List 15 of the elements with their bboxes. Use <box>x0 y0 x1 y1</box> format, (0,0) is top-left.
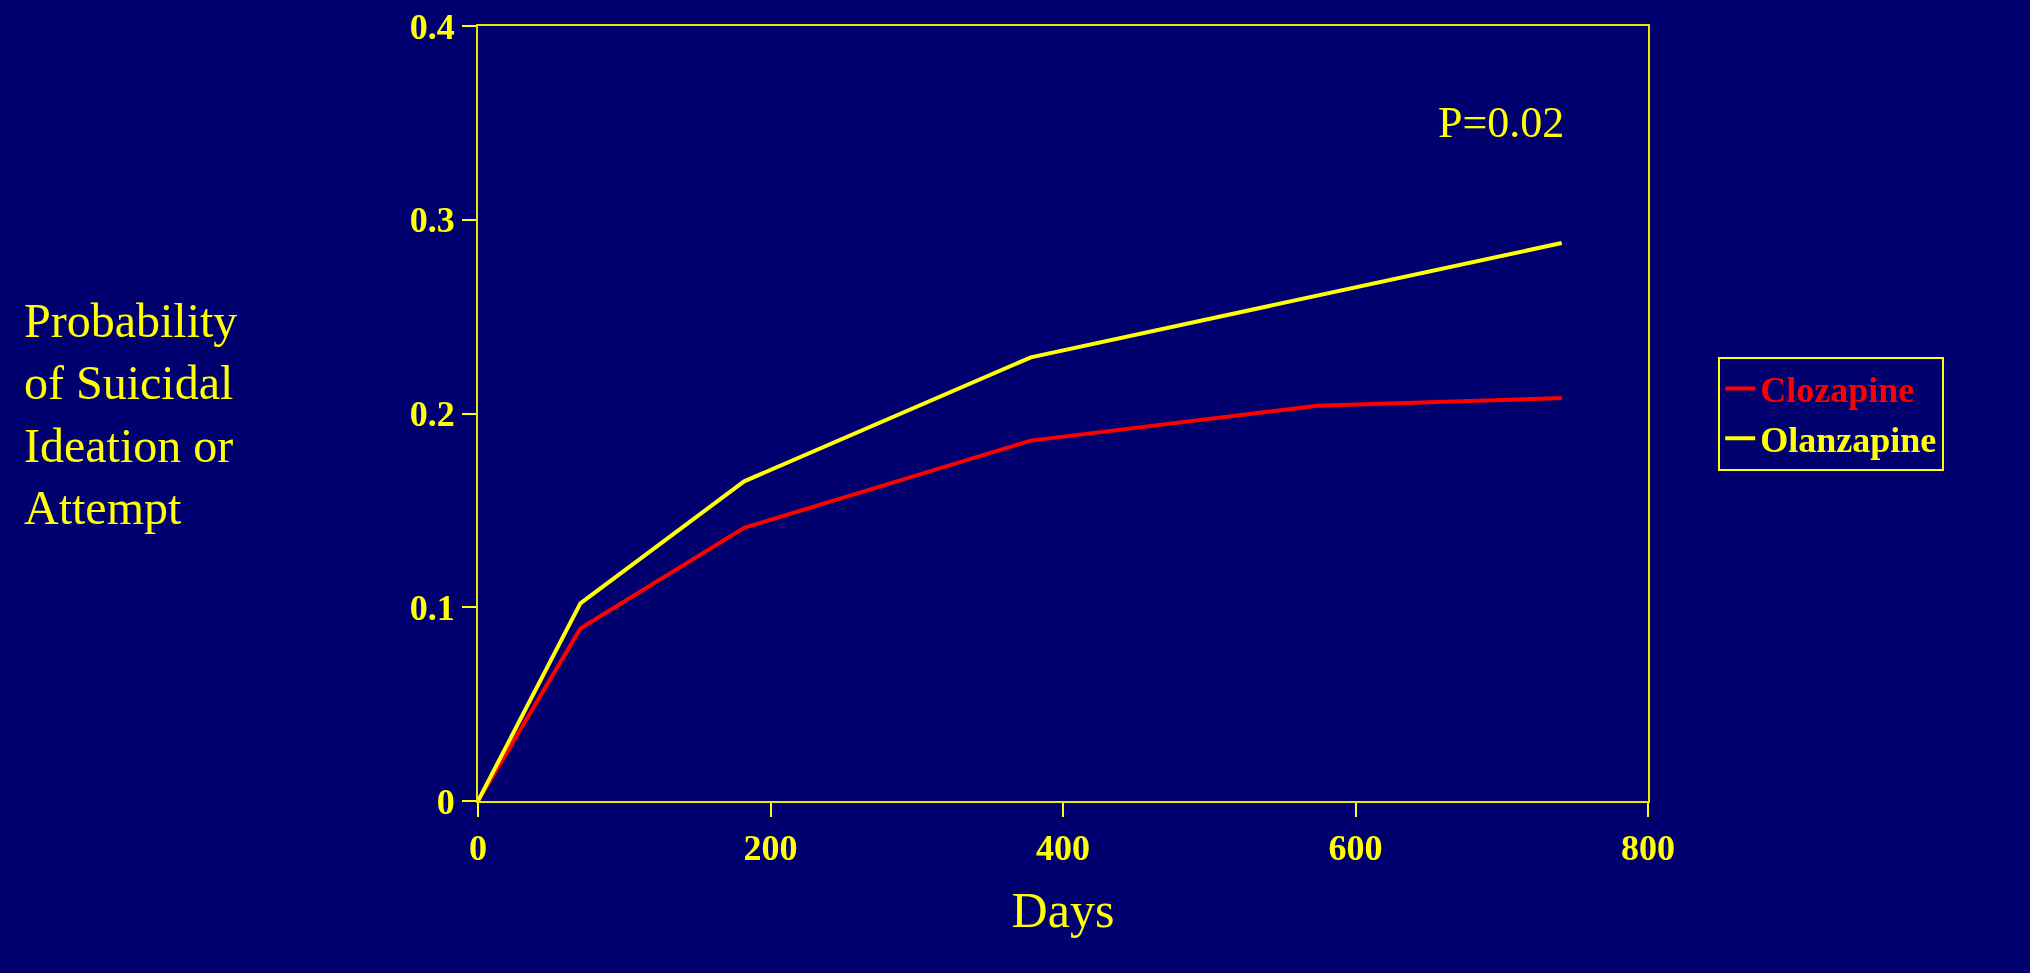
x-tick-label: 400 <box>1036 828 1090 869</box>
x-tick-label: 800 <box>1621 828 1675 869</box>
y-tick-label: 0.1 <box>409 587 455 628</box>
x-tick-label: 0 <box>469 828 487 869</box>
y-tick-label: 0.2 <box>409 394 455 435</box>
y-tick-label: 0.3 <box>409 200 455 241</box>
legend-label: Clozapine <box>1760 370 1915 411</box>
y-tick-label: 0 <box>436 781 455 822</box>
x-axis-title: Days <box>1011 882 1115 939</box>
y-tick-label: 0.4 <box>409 6 455 47</box>
x-tick-label: 200 <box>743 828 798 869</box>
x-tick-label: 600 <box>1328 828 1383 869</box>
y-axis-title: Probability of Suicidal Ideation or Attempt <box>24 294 238 535</box>
legend-label: Olanzapine <box>1760 420 1937 461</box>
annotation: P=0.02 <box>1438 98 1565 147</box>
